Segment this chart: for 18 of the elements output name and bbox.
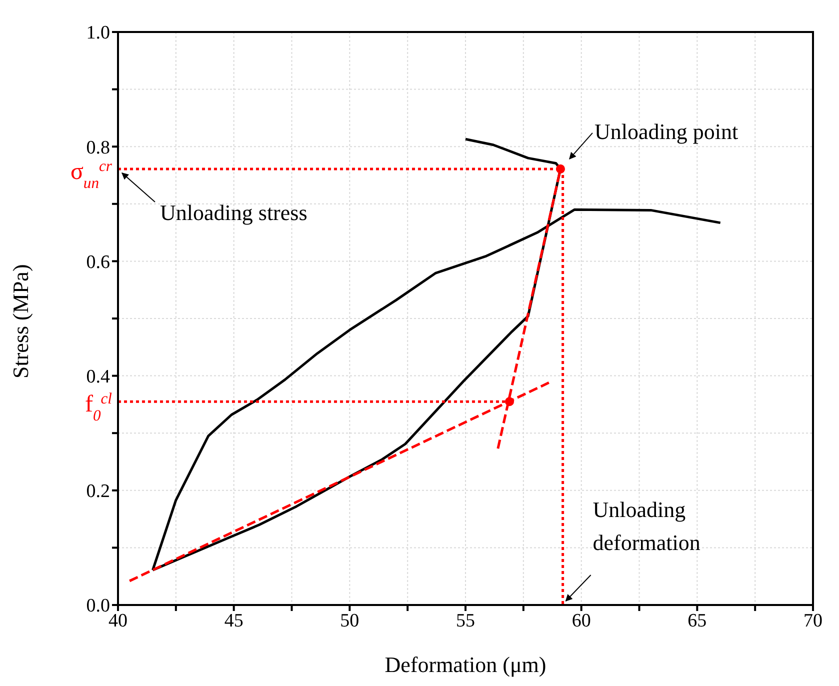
x-tick-label: 60 bbox=[572, 610, 591, 632]
x-tick-label: 55 bbox=[456, 610, 475, 632]
y-tick-label: 0.4 bbox=[86, 366, 110, 388]
y-tick-label: 0.6 bbox=[86, 252, 110, 273]
y-tick-label: 0.8 bbox=[86, 137, 110, 158]
annotation: Unloading stress bbox=[160, 200, 308, 225]
y-axis-title: Stress (MPa) bbox=[8, 264, 33, 378]
x-tick-label: 45 bbox=[224, 610, 244, 632]
x-tick-label: 70 bbox=[804, 610, 822, 632]
x-tick-label: 65 bbox=[688, 610, 707, 632]
y-tick-label: 1.0 bbox=[86, 22, 110, 44]
x-tick-label: 50 bbox=[340, 610, 360, 632]
x-axis-title: Deformation (μm) bbox=[384, 652, 546, 677]
y-tick-label: 0.0 bbox=[86, 596, 110, 617]
annotation: Unloading point bbox=[594, 118, 738, 144]
x-tick-label: 40 bbox=[108, 610, 128, 632]
y-tick-label: 0.2 bbox=[86, 481, 110, 502]
annotation: Unloading deformation bbox=[592, 497, 700, 555]
